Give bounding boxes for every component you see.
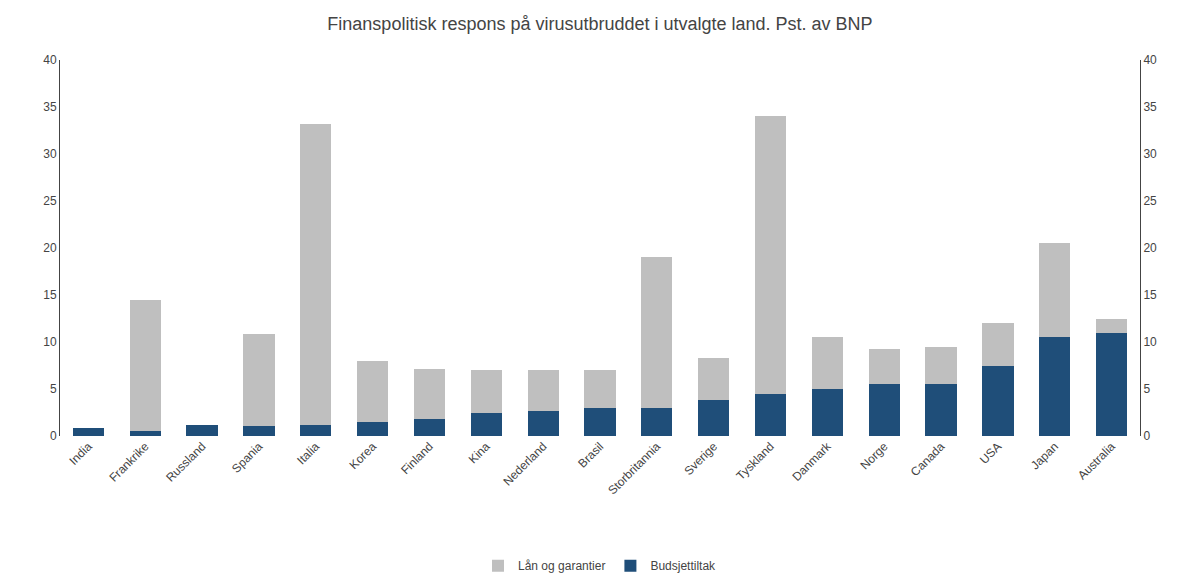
svg-text:5: 5 [50,382,57,396]
svg-text:Budsjettiltak: Budsjettiltak [650,559,716,573]
svg-text:30: 30 [1143,147,1157,161]
svg-text:25: 25 [1143,194,1157,208]
svg-text:40: 40 [43,53,57,67]
svg-text:Brasil: Brasil [575,439,606,470]
svg-text:35: 35 [1143,100,1157,114]
svg-text:Finanspolitisk respons på viru: Finanspolitisk respons på virusutbruddet… [327,14,872,34]
svg-text:25: 25 [43,194,57,208]
svg-text:Italia: Italia [294,439,322,467]
svg-text:40: 40 [1143,53,1157,67]
svg-text:10: 10 [1143,335,1157,349]
svg-text:Danmark: Danmark [789,439,834,484]
svg-text:10: 10 [43,335,57,349]
svg-text:Frankrike: Frankrike [106,439,151,484]
svg-text:Norge: Norge [858,439,891,472]
svg-text:Spania: Spania [229,439,266,476]
svg-text:Tyskland: Tyskland [734,439,777,482]
svg-text:30: 30 [43,147,57,161]
svg-text:Nederland: Nederland [500,439,549,488]
svg-text:35: 35 [43,100,57,114]
svg-text:Russland: Russland [163,439,208,484]
svg-text:Finland: Finland [398,439,436,477]
svg-text:5: 5 [1143,382,1150,396]
svg-text:20: 20 [1143,241,1157,255]
svg-text:15: 15 [1143,288,1157,302]
svg-text:Korea: Korea [346,439,379,472]
svg-text:0: 0 [1143,429,1150,443]
svg-text:Japan: Japan [1028,439,1061,472]
svg-text:Australia: Australia [1075,439,1118,482]
svg-text:India: India [66,439,95,468]
svg-text:Lån og garantier: Lån og garantier [518,559,605,573]
svg-text:Kina: Kina [466,439,493,466]
svg-text:15: 15 [43,288,57,302]
svg-text:20: 20 [43,241,57,255]
svg-text:USA: USA [977,439,1004,466]
svg-text:Storbritannia: Storbritannia [605,439,663,497]
svg-text:Canada: Canada [908,439,948,479]
svg-text:Sverige: Sverige [681,439,720,478]
svg-text:0: 0 [50,429,57,443]
